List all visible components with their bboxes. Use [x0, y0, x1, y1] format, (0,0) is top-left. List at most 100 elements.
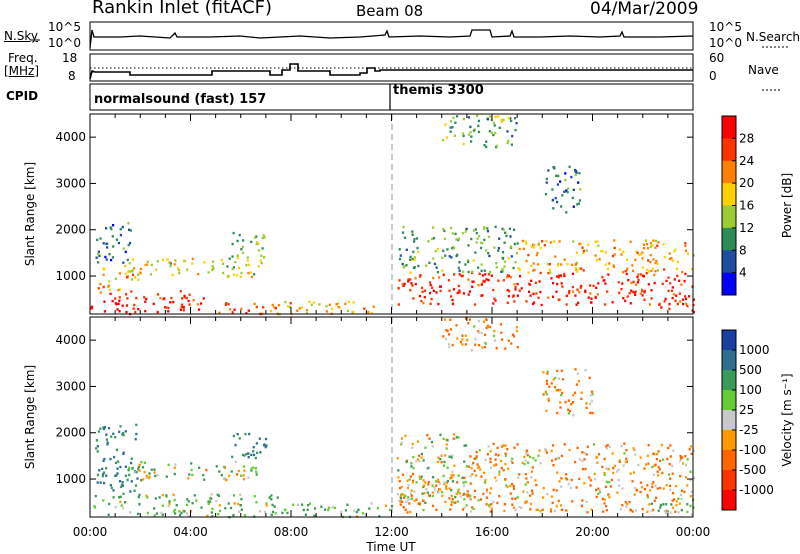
power-cell: [508, 227, 511, 230]
velocity-cell: [475, 455, 478, 458]
power-cell: [624, 269, 627, 273]
power-cell: [524, 240, 527, 243]
power-cell: [520, 287, 523, 290]
power-cell: [146, 260, 149, 264]
velocity-cell: [148, 475, 151, 478]
power-cell: [638, 253, 641, 257]
velocity-cell: [424, 501, 427, 504]
velocity-cell: [632, 471, 636, 474]
power-cell: [642, 243, 645, 246]
velocity-cell: [496, 501, 499, 505]
velocity-cell: [590, 400, 593, 403]
velocity-cell: [401, 493, 405, 496]
velocity-cell: [108, 502, 111, 506]
power-cell: [481, 274, 484, 277]
velocity-cell: [425, 488, 428, 491]
power-cell: [441, 269, 444, 272]
velocity-cell: [483, 345, 486, 349]
power-cell: [286, 305, 290, 308]
power-cell: [155, 268, 158, 272]
power-cell: [398, 248, 401, 251]
velocity-cell: [378, 515, 381, 518]
velocity-cell: [410, 465, 413, 468]
power-cell: [467, 133, 471, 136]
velocity-cell: [313, 514, 316, 517]
velocity-cell: [525, 452, 528, 455]
power-cell: [347, 300, 351, 303]
power-cell: [671, 286, 674, 289]
velocity-cell: [256, 451, 259, 455]
velocity-cell: [480, 331, 483, 335]
power-cell: [590, 301, 593, 304]
velocity-cell: [247, 456, 250, 459]
velocity-cell: [522, 490, 525, 493]
velocity-cell: [550, 495, 554, 498]
velocity-cell: [573, 391, 577, 394]
velocity-cell: [137, 468, 140, 471]
velocity-cell: [659, 486, 662, 490]
power-cell: [529, 294, 532, 297]
velocity-cell: [657, 474, 660, 477]
velocity-cell: [105, 438, 108, 441]
velocity-cell: [618, 459, 621, 462]
power-cell: [233, 308, 236, 311]
power-cell: [688, 295, 691, 298]
velocity-cell: [313, 507, 317, 510]
velocity-cell: [229, 506, 233, 510]
power-cell: [692, 254, 695, 257]
velocity-cell: [431, 494, 434, 498]
velocity-cell: [560, 508, 563, 511]
power-cell: [493, 246, 496, 249]
velocity-cell: [124, 501, 127, 504]
velocity-cell: [216, 493, 219, 496]
power-cell: [558, 274, 561, 277]
velocity-cell: [568, 448, 571, 452]
velocity-cell: [122, 431, 125, 435]
velocity-cell: [243, 454, 246, 457]
velocity-cell: [493, 329, 496, 333]
power-cell: [525, 242, 528, 245]
power-cell: [556, 200, 559, 204]
velocity-cell: [136, 512, 140, 516]
velocity-cell: [421, 492, 424, 495]
power-cell: [448, 289, 451, 292]
power-cell: [578, 290, 581, 294]
velocity-cell: [580, 504, 584, 508]
power-cell: [604, 251, 607, 254]
power-cell: [557, 298, 560, 301]
velocity-cell: [549, 508, 553, 511]
power-cell: [161, 258, 165, 262]
power-cell: [640, 253, 643, 256]
power-cell: [604, 282, 607, 285]
power-cell: [601, 250, 604, 253]
power-cell: [191, 262, 194, 265]
velocity-cell: [126, 478, 129, 482]
velocity-cell: [574, 368, 577, 371]
power-cell: [451, 247, 454, 250]
power-cell: [653, 273, 656, 277]
velocity-cell: [187, 514, 190, 518]
power-cell: [631, 264, 634, 267]
velocity-cell: [498, 473, 501, 476]
colorbar-swatch: [722, 138, 736, 162]
power-cell: [612, 264, 615, 267]
velocity-cell: [265, 444, 268, 447]
velocity-cell: [424, 446, 427, 449]
power-cell: [226, 265, 229, 268]
velocity-cell: [259, 451, 262, 454]
power-cell: [462, 134, 465, 138]
power-cell: [530, 264, 533, 268]
velocity-cell: [247, 452, 250, 455]
velocity-cell: [546, 492, 549, 496]
velocity-cell: [124, 474, 127, 477]
velocity-cell: [659, 506, 662, 509]
velocity-cell: [234, 460, 237, 463]
power-cell: [235, 274, 238, 277]
velocity-cell: [442, 464, 446, 467]
velocity-cell: [657, 465, 660, 469]
power-cell: [128, 228, 131, 231]
velocity-cell: [141, 466, 145, 469]
velocity-cell: [516, 346, 519, 349]
velocity-cell: [107, 513, 110, 516]
